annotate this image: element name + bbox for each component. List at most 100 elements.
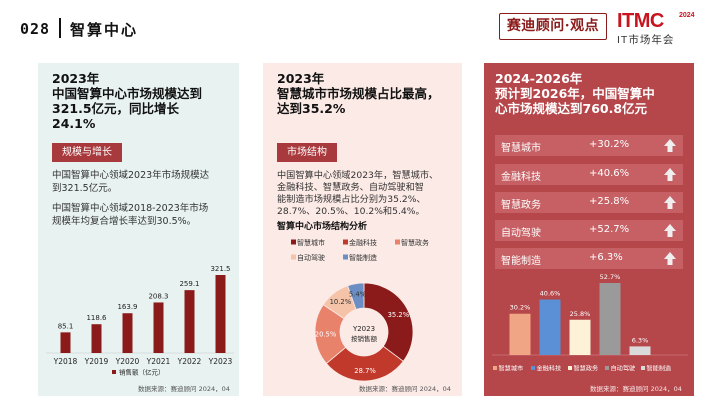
bar xyxy=(122,313,133,353)
growth-row: 智慧城市 +30.2% xyxy=(495,135,683,156)
donut-slice xyxy=(363,282,414,362)
viewpoint-badge: 赛迪顾问·观点 xyxy=(499,13,607,40)
text-line: 金融科技、智慧政务、自动驾驶和智 xyxy=(277,182,424,193)
bar-value-label: 25.8% xyxy=(570,310,591,318)
up-arrow-icon xyxy=(664,252,676,265)
bar xyxy=(153,302,164,353)
growth-row-label: 自动驾驶 xyxy=(501,228,541,239)
legend-label: 智能制造 xyxy=(349,253,377,262)
x-tick-label: Y2023 xyxy=(208,357,233,366)
panel-market-size: 2023年 中国智算中心市场规模达到 321.5亿元，同比增长 24.1% 规模… xyxy=(38,63,239,396)
panel2-source: 数据来源：赛迪顾问 2024，04 xyxy=(359,385,451,393)
bar xyxy=(599,283,621,355)
legend-swatch xyxy=(112,370,116,374)
legend-swatch xyxy=(343,239,348,245)
growth-row: 智能制造 +6.3% xyxy=(495,248,683,269)
legend-label: 智慧政务 xyxy=(574,365,599,373)
market-size-bar-chart: 85.1 Y2018 118.6 Y2019 163.9 Y2020 208.3 Y2021 2… xyxy=(46,265,234,377)
slice-value-label: 20.5% xyxy=(315,331,337,339)
bar-value-label: 118.6 xyxy=(86,314,107,322)
donut-slice xyxy=(347,282,365,310)
legend-label: 自动驾驶 xyxy=(297,253,325,262)
panel2-title: 2023年 智慧城市市场规模占比最高， 达到35.2% xyxy=(277,71,440,116)
bar xyxy=(629,346,651,355)
up-arrow-icon xyxy=(664,196,676,209)
bar-value-label: 321.5 xyxy=(210,265,230,273)
growth-row: 自动驾驶 +52.7% xyxy=(495,220,683,241)
text-line: 中国智算中心领域2023年，智慧城市、 xyxy=(277,170,439,181)
panel1-text2: 中国智算中心领域2018-2023年市场 规模年均复合增长率达到30.5%。 xyxy=(52,203,208,228)
bar-value-label: 259.1 xyxy=(179,280,199,288)
chart-title: 智算中心市场结构分析 xyxy=(277,220,367,232)
forecast-growth-bar-chart: 30.2% 40.6% 25.8% 52.7% 6.3% 智慧城市 金融科技 智慧政务 自动驾驶… xyxy=(492,273,688,373)
panel1-source: 数据来源：赛迪顾问 2024，04 xyxy=(138,385,230,393)
bar xyxy=(215,275,226,353)
legend-swatch xyxy=(568,366,572,370)
up-arrow-icon xyxy=(664,168,676,181)
bar xyxy=(509,313,531,355)
slice-value-label: 10.2% xyxy=(330,298,352,306)
title-line: 24.1% xyxy=(52,116,96,131)
header: 028 智算中心 赛迪顾问·观点 ITMC 2024 IT市场年会 xyxy=(0,0,720,52)
growth-row-value: +40.6% xyxy=(589,168,630,179)
slice-value-label: 5.4% xyxy=(349,291,367,299)
bar-value-label: 40.6% xyxy=(540,290,561,298)
title-divider xyxy=(59,18,61,38)
text-line: 规模年均复合增长率达到30.5%。 xyxy=(52,215,197,227)
legend-swatch xyxy=(343,254,348,260)
text-line: 28.7%、20.5%、10.2%和5.4%。 xyxy=(277,206,425,217)
title-line: 2023年 xyxy=(277,71,325,86)
growth-row-value: +6.3% xyxy=(589,252,623,263)
panel-market-structure: 2023年 智慧城市市场规模占比最高， 达到35.2% 市场结构 中国智算中心领… xyxy=(263,63,462,396)
legend-swatch xyxy=(531,366,535,370)
logo-sub: IT市场年会 xyxy=(617,34,675,46)
panel1-tag: 规模与增长 xyxy=(52,143,122,162)
title-line: 预计到2026年，中国智算中 xyxy=(495,86,655,101)
growth-row-label: 金融科技 xyxy=(501,172,541,183)
title-line: 智慧城市市场规模占比最高， xyxy=(277,86,440,101)
bar-value-label: 85.1 xyxy=(58,322,74,330)
legend-label: 金融科技 xyxy=(537,365,562,373)
panel1-title: 2023年 中国智算中心市场规模达到 321.5亿元，同比增长 24.1% xyxy=(52,71,202,131)
legend-label: 智能制造 xyxy=(647,365,672,373)
x-tick-label: Y2021 xyxy=(146,357,171,366)
text-line: 中国智算中心领域2023年市场规模达 xyxy=(52,170,210,181)
growth-row-label: 智能制造 xyxy=(501,256,541,267)
section-title: 智算中心 xyxy=(70,21,139,39)
legend-swatch xyxy=(395,239,400,245)
x-tick-label: Y2019 xyxy=(84,357,109,366)
growth-row-value: +30.2% xyxy=(589,139,630,150)
legend-swatch xyxy=(291,254,296,260)
bar-value-label: 163.9 xyxy=(117,303,137,311)
legend-swatch xyxy=(493,366,497,370)
bar xyxy=(91,324,102,353)
text-line: 能制造市场规模占比分别为35.2%、 xyxy=(277,194,426,205)
logo-year: 2024 xyxy=(679,12,695,19)
up-arrow-icon xyxy=(664,224,676,237)
panel-forecast: 2024-2026年 预计到2026年，中国智算中 心市场规模达到760.8亿元… xyxy=(484,63,694,396)
growth-row: 金融科技 +40.6% xyxy=(495,164,683,185)
panel3-title: 2024-2026年 预计到2026年，中国智算中 心市场规模达到760.8亿元 xyxy=(495,71,655,116)
donut-center-label: Y2023 xyxy=(352,325,375,333)
legend-label: 金融科技 xyxy=(349,238,377,247)
donut-slice xyxy=(325,345,404,382)
bar-value-label: 52.7% xyxy=(600,273,621,281)
bar-value-label: 6.3% xyxy=(632,336,649,344)
slice-value-label: 28.7% xyxy=(354,367,376,375)
legend-swatch xyxy=(605,366,609,370)
panel2-text: 中国智算中心领域2023年，智慧城市、 金融科技、智慧政务、自动驾驶和智 能制造… xyxy=(277,170,438,218)
title-line: 2024-2026年 xyxy=(495,71,583,86)
title-line: 中国智算中心市场规模达到 xyxy=(52,86,203,101)
panel2-tag: 市场结构 xyxy=(277,143,337,162)
bar xyxy=(569,319,591,355)
title-line: 心市场规模达到760.8亿元 xyxy=(495,101,648,116)
logo-main: ITMC xyxy=(617,10,664,32)
growth-row: 智慧政务 +25.8% xyxy=(495,192,683,213)
bar xyxy=(184,290,195,353)
bar xyxy=(60,332,71,353)
slice-value-label: 35.2% xyxy=(388,311,410,319)
donut-center-label: 按销售额 xyxy=(351,334,378,343)
legend-swatch xyxy=(291,239,296,245)
bar-value-label: 208.3 xyxy=(148,292,168,300)
